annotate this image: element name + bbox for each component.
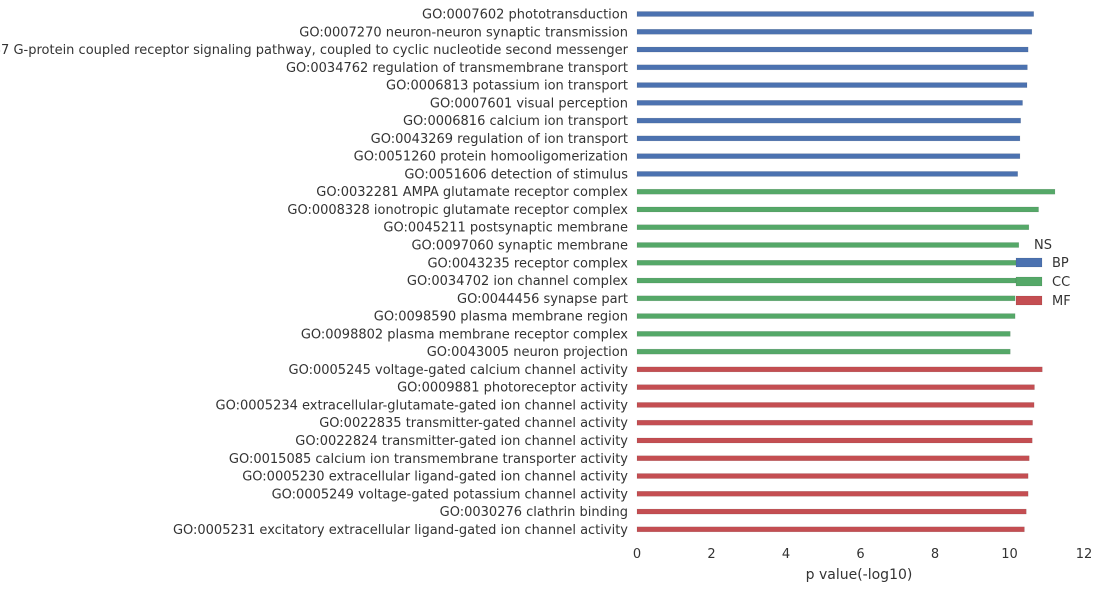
bar-cc	[636, 277, 1017, 284]
bar-mf	[636, 455, 1030, 461]
category-label: GO:0005249 voltage-gated potassium chann…	[272, 487, 629, 502]
category-label: GO:0005234 extracellular-glutamate-gated…	[216, 398, 629, 413]
x-tick-label: 2	[707, 547, 715, 562]
legend-swatch-mf	[1015, 295, 1043, 306]
category-label: GO:0051606 detection of stimulus	[404, 167, 628, 182]
x-axis-title: p value(-log10)	[806, 567, 913, 583]
category-label: GO:0022824 transmitter-gated ion channel…	[295, 434, 628, 449]
category-label: GO:0005231 excitatory extracellular liga…	[173, 523, 628, 538]
legend-swatch-cc	[1015, 276, 1043, 287]
bar-mf	[636, 491, 1029, 497]
legend-swatch-bp	[1015, 257, 1043, 268]
category-label: GO:0005230 extracellular ligand-gated io…	[242, 470, 628, 485]
category-label: GO:0007601 visual perception	[430, 96, 628, 111]
category-label: GO:0034702 ion channel complex	[407, 274, 628, 289]
category-label: GO:0043235 receptor complex	[427, 256, 628, 271]
bar-cc	[636, 331, 1011, 337]
category-label: GO:0006813 potassium ion transport	[386, 79, 628, 94]
category-label: GO:0034762 regulation of transmembrane t…	[286, 61, 628, 76]
category-label: GO:0098802 plasma membrane receptor comp…	[301, 327, 628, 342]
bar-mf	[636, 402, 1035, 408]
bar-bp	[636, 100, 1023, 106]
category-label: GO:0007602 phototransduction	[422, 8, 628, 23]
bar-bp	[636, 11, 1034, 17]
bar-mf	[636, 473, 1029, 479]
x-tick-label: 6	[856, 547, 864, 562]
category-label: GO:0005245 voltage-gated calcium channel…	[289, 363, 629, 378]
category-label: GO:0043005 neuron projection	[427, 345, 628, 360]
category-label: GO:0007270 neuron-neuron synaptic transm…	[299, 25, 628, 40]
category-label: GO:0009881 photoreceptor activity	[397, 381, 628, 396]
category-label: GO:0030276 clathrin binding	[440, 505, 628, 520]
category-label: GO:0051260 protein homooligomerization	[354, 150, 628, 165]
legend-label-mf: MF	[1052, 294, 1071, 309]
x-axis: 0 2 4 6 8 10 12	[633, 547, 1092, 562]
bar-mf	[636, 526, 1025, 533]
bar-mf	[636, 419, 1033, 426]
bar-bp	[636, 82, 1028, 88]
bars-layer	[636, 11, 1056, 533]
legend-label-bp: BP	[1052, 256, 1069, 271]
category-label: GO:0032281 AMPA glutamate receptor compl…	[316, 185, 628, 200]
category-label: GO:0022835 transmitter-gated channel act…	[319, 416, 628, 431]
bar-cc	[636, 348, 1011, 355]
bar-bp	[636, 153, 1021, 159]
bar-bp	[636, 117, 1021, 124]
bar-mf	[636, 384, 1035, 390]
bar-cc	[636, 188, 1056, 195]
legend-label-cc: CC	[1052, 275, 1070, 290]
bar-bp	[636, 135, 1021, 142]
bar-bp	[636, 46, 1029, 53]
bar-bp	[636, 29, 1033, 35]
category-label: GO:0007187 G-protein coupled receptor si…	[0, 43, 629, 58]
bar-mf	[636, 437, 1033, 444]
category-label: GO:0044456 synapse part	[457, 292, 628, 307]
bar-cc	[636, 224, 1030, 230]
category-label: GO:0015085 calcium ion transmembrane tra…	[229, 452, 628, 467]
category-label: GO:0043269 regulation of ion transport	[371, 132, 628, 147]
category-label: GO:0098590 plasma membrane region	[374, 310, 628, 325]
x-tick-label: 0	[633, 547, 641, 562]
category-labels: GO:0007602 phototransduction GO:0007270 n…	[0, 8, 629, 538]
x-tick-label: 12	[1076, 547, 1093, 562]
bar-mf	[636, 366, 1043, 373]
bar-mf	[636, 508, 1027, 515]
category-label: GO:0008328 ionotropic glutamate receptor…	[287, 203, 628, 218]
bar-bp	[636, 64, 1028, 71]
bar-cc	[636, 313, 1016, 319]
category-label: GO:0097060 synaptic membrane	[411, 239, 628, 254]
bar-bp	[636, 171, 1018, 177]
x-tick-label: 8	[931, 547, 939, 562]
bar-cc	[636, 206, 1039, 213]
bar-cc	[636, 260, 1018, 266]
bar-cc	[636, 242, 1020, 248]
legend-title: NS	[1034, 238, 1052, 253]
category-label: GO:0006816 calcium ion transport	[403, 114, 628, 129]
x-tick-label: 4	[782, 547, 790, 562]
bar-cc	[636, 295, 1016, 302]
x-tick-label: 10	[1001, 547, 1018, 562]
category-label: GO:0045211 postsynaptic membrane	[383, 221, 628, 236]
